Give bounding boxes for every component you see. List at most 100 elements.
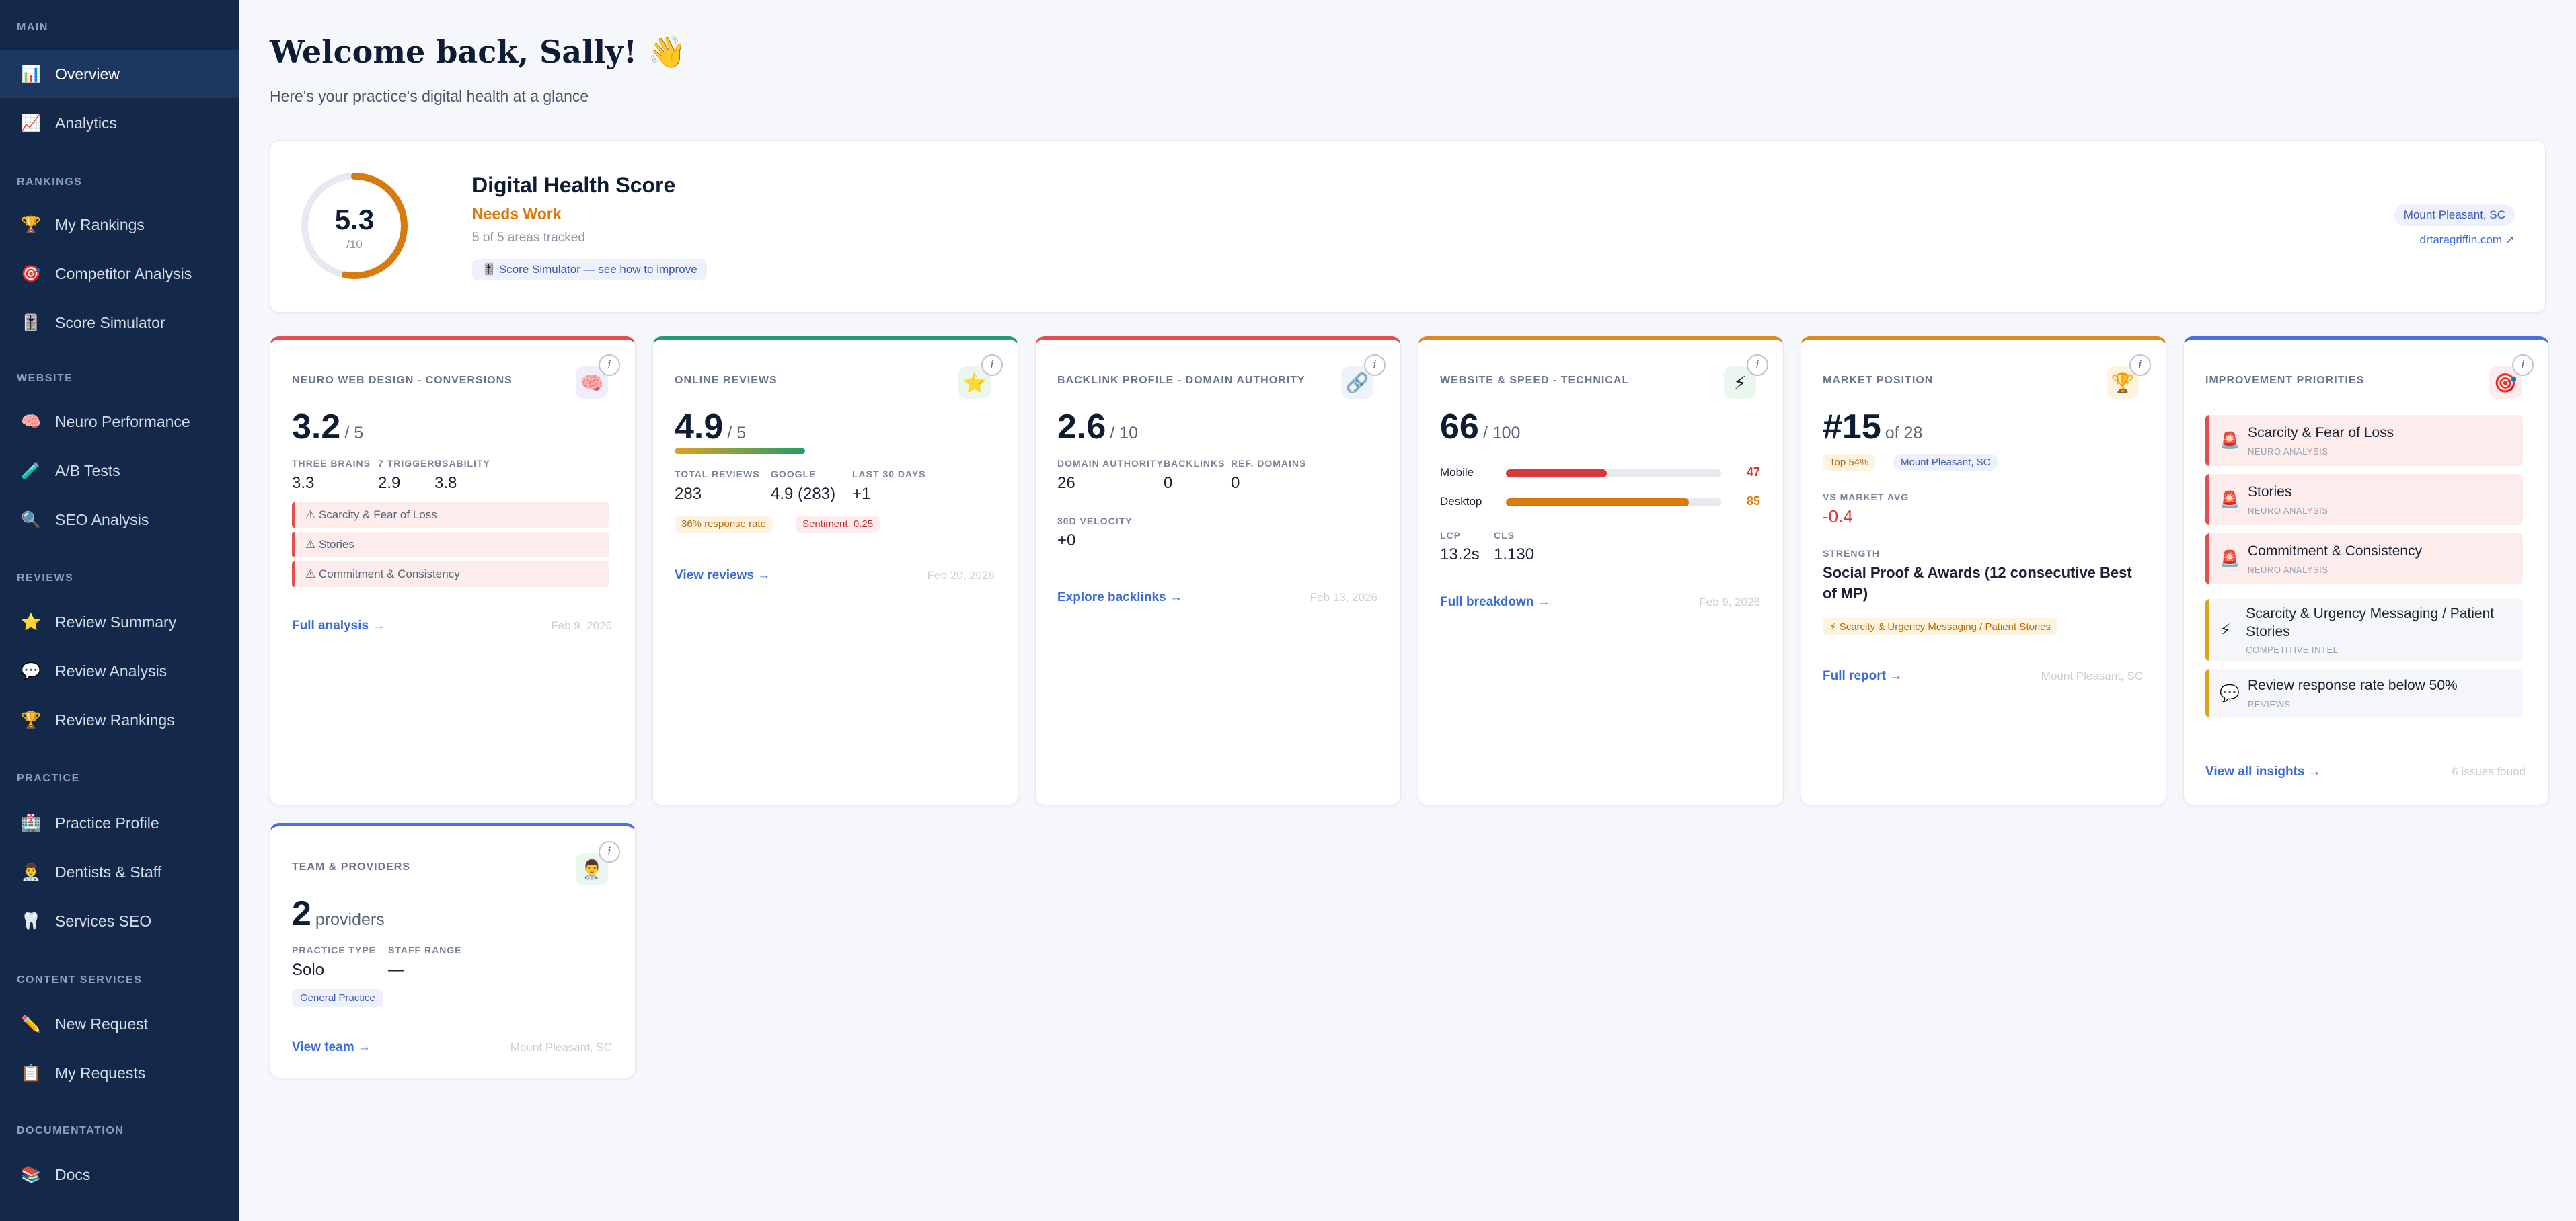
nav-section-label: MAIN	[17, 22, 48, 33]
metric-value: 1.130	[1494, 545, 1535, 563]
priority-title: Scarcity & Urgency Messaging / Patient S…	[2246, 606, 2495, 639]
priority-item[interactable]: 🚨 Stories NEURO ANALYSIS	[2205, 474, 2523, 525]
competitor-analysis-icon: 🎯	[21, 264, 41, 283]
info-icon[interactable]: i	[599, 354, 620, 376]
card-date: Feb 13, 2026	[1310, 591, 1377, 604]
velocity-label: 30D VELOCITY	[1057, 516, 1133, 526]
sidebar-item-new-request[interactable]: ✏️ New Request	[0, 1000, 239, 1048]
services-seo-icon: 🦷	[21, 912, 41, 931]
metric-value: 283	[675, 485, 702, 503]
card-date: Mount Pleasant, SC	[510, 1041, 612, 1054]
speed-score: 66/ 100	[1440, 407, 1521, 446]
analytics-icon: 📈	[21, 114, 41, 132]
strength-label: STRENGTH	[1823, 548, 1880, 559]
health-score-value: 5.3	[335, 204, 374, 235]
practice-type-badge: General Practice	[292, 989, 383, 1007]
warning-item: ⚠ Stories	[292, 532, 609, 557]
score-simulator-link[interactable]: 🎚️ Score Simulator — see how to improve	[472, 259, 707, 280]
sidebar-item-review-rankings[interactable]: 🏆 Review Rankings	[0, 696, 239, 744]
nav-section-label: WEBSITE	[17, 372, 73, 384]
view-reviews-link[interactable]: View reviews →	[675, 568, 771, 582]
nav-section-label: DOCUMENTATION	[17, 1125, 124, 1136]
sidebar-item-label: Review Analysis	[55, 662, 167, 680]
priority-source: NEURO ANALYSIS	[2248, 505, 2328, 516]
info-icon[interactable]: i	[2129, 354, 2151, 376]
full-report-link[interactable]: Full report →	[1823, 669, 1903, 683]
website-link[interactable]: drtaragriffin.com ↗	[2419, 233, 2515, 246]
sidebar-item-practice-profile[interactable]: 🏥 Practice Profile	[0, 799, 239, 847]
sidebar-item-my-requests[interactable]: 📋 My Requests	[0, 1049, 239, 1097]
card-date: Feb 9, 2026	[551, 619, 612, 632]
sidebar-item-ab-tests[interactable]: 🧪 A/B Tests	[0, 446, 239, 495]
sidebar-item-review-analysis[interactable]: 💬 Review Analysis	[0, 647, 239, 695]
info-icon[interactable]: i	[1364, 354, 1386, 376]
sidebar-item-label: Neuro Performance	[55, 412, 190, 430]
explore-backlinks-link[interactable]: Explore backlinks →	[1057, 590, 1182, 604]
metric-value: 0	[1231, 474, 1240, 492]
team-card: TEAM & PROVIDERS 👨‍⚕️ i 2 providers PRACT…	[270, 823, 636, 1078]
dentists-staff-icon: 👨‍⚕️	[21, 863, 41, 881]
sidebar-item-my-rankings[interactable]: 🏆 My Rankings	[0, 200, 239, 249]
view-team-link[interactable]: View team →	[292, 1040, 371, 1054]
sidebar-item-analytics[interactable]: 📈 Analytics	[0, 99, 239, 147]
sidebar-item-services-seo[interactable]: 🦷 Services SEO	[0, 897, 239, 945]
sidebar-item-score-simulator[interactable]: 🎚️ Score Simulator	[0, 299, 239, 347]
sidebar-item-label: Score Simulator	[55, 313, 165, 331]
health-status: Needs Work	[472, 205, 562, 223]
vs-market-value: -0.4	[1823, 506, 1853, 526]
sentiment-badge: Sentiment: 0.25	[796, 516, 880, 533]
card-title: WEBSITE & SPEED - TECHNICAL	[1440, 375, 1630, 386]
priority-icon: 💬	[2220, 684, 2240, 703]
priority-source: NEURO ANALYSIS	[2248, 564, 2328, 575]
card-title: NEURO WEB DESIGN - CONVERSIONS	[292, 375, 513, 386]
seo-analysis-icon: 🔍	[21, 510, 41, 529]
info-icon[interactable]: i	[981, 354, 1003, 376]
metric-label: TOTAL REVIEWS	[675, 469, 760, 479]
metric-value: Solo	[292, 961, 325, 979]
sidebar-item-seo-analysis[interactable]: 🔍 SEO Analysis	[0, 496, 239, 544]
sidebar-item-label: My Requests	[55, 1064, 146, 1082]
full-breakdown-link[interactable]: Full breakdown →	[1440, 595, 1550, 609]
sidebar-item-docs[interactable]: 📚 Docs	[0, 1150, 239, 1199]
market-card: MARKET POSITION 🏆 i #15 of 28 Top 54% Mou…	[1801, 336, 2166, 805]
info-icon[interactable]: i	[2512, 354, 2534, 376]
metric-label: THREE BRAINS	[292, 458, 371, 469]
sidebar-item-label: A/B Tests	[55, 461, 120, 479]
full-analysis-link[interactable]: Full analysis →	[292, 619, 385, 633]
digital-health-card: 5.3 /10 Digital Health Score Needs Work …	[270, 140, 2546, 313]
metric-value: 2.9	[378, 474, 401, 492]
card-date: Feb 20, 2026	[927, 569, 995, 582]
view-all-insights-link[interactable]: View all insights →	[2205, 764, 2321, 779]
review-rankings-icon: 🏆	[21, 711, 41, 730]
sidebar-item-label: Dentists & Staff	[55, 863, 162, 881]
sidebar-item-dentists-staff[interactable]: 👨‍⚕️ Dentists & Staff	[0, 848, 239, 896]
priority-item[interactable]: ⚡ Scarcity & Urgency Messaging / Patient …	[2205, 599, 2523, 661]
info-icon[interactable]: i	[599, 841, 620, 863]
priority-item[interactable]: 🚨 Commitment & Consistency NEURO ANALYSIS	[2205, 533, 2523, 584]
card-title: TEAM & PROVIDERS	[292, 861, 411, 873]
metric-value: +1	[852, 485, 871, 503]
health-title: Digital Health Score	[472, 173, 676, 197]
review-analysis-icon: 💬	[21, 662, 41, 680]
priority-item[interactable]: 💬 Review response rate below 50% REVIEWS	[2205, 669, 2523, 717]
sidebar-item-review-summary[interactable]: ⭐ Review Summary	[0, 598, 239, 646]
priority-icon: 🚨	[2220, 431, 2240, 450]
sidebar-item-neuro-performance[interactable]: 🧠 Neuro Performance	[0, 397, 239, 446]
metric-label: PRACTICE TYPE	[292, 945, 377, 955]
response-rate-badge: 36% response rate	[675, 516, 773, 533]
sidebar-item-overview[interactable]: 📊 Overview	[0, 50, 239, 98]
info-icon[interactable]: i	[1747, 354, 1768, 376]
card-title: ONLINE REVIEWS	[675, 375, 778, 386]
card-title: MARKET POSITION	[1823, 375, 1934, 386]
sidebar-item-competitor-analysis[interactable]: 🎯 Competitor Analysis	[0, 249, 239, 298]
metric-value: 3.3	[292, 474, 315, 492]
sidebar-item-label: My Rankings	[55, 215, 145, 233]
priority-item[interactable]: 🚨 Scarcity & Fear of Loss NEURO ANALYSIS	[2205, 415, 2523, 466]
desktop-score: 85	[1746, 494, 1760, 508]
nav-section-label: CONTENT SERVICES	[17, 974, 143, 986]
main-content: Welcome back, Sally! 👋 Here's your pract…	[239, 0, 2576, 1221]
health-score-ring: 5.3 /10	[301, 173, 408, 279]
page-subtitle: Here's your practice's digital health at…	[270, 87, 589, 105]
strength-value: Social Proof & Awards (12 consecutive Be…	[1823, 564, 2132, 602]
metric-value: 3.8	[434, 474, 457, 492]
